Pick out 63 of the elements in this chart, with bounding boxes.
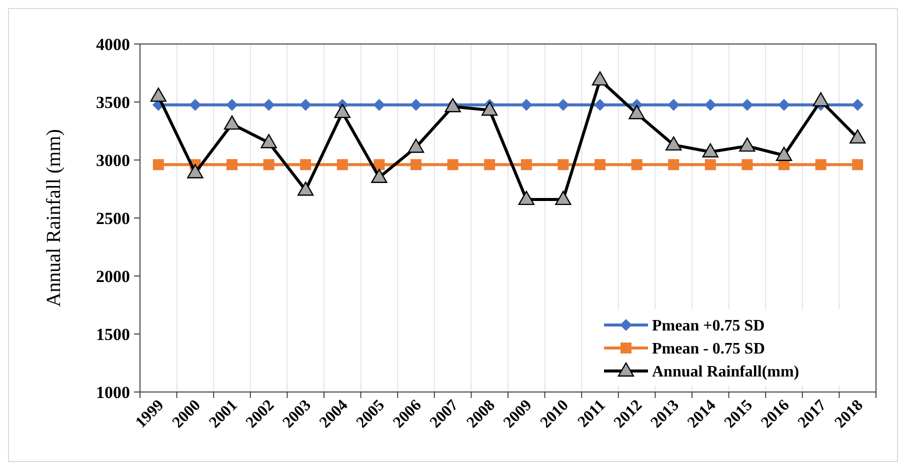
point	[631, 159, 642, 170]
y-tick-label: 4000	[96, 34, 130, 54]
x-tick-label: 2011	[574, 396, 609, 431]
point	[484, 159, 496, 170]
y-tick-label: 1000	[96, 382, 130, 402]
point	[557, 98, 570, 111]
point	[187, 164, 204, 178]
point	[518, 190, 534, 206]
point	[594, 98, 606, 111]
y-tick-label: 1500	[96, 324, 130, 344]
point	[668, 98, 680, 111]
point	[704, 98, 716, 111]
y-tick-label: 3500	[96, 92, 130, 112]
point	[371, 168, 388, 183]
point	[815, 159, 826, 170]
point	[300, 98, 312, 111]
y-tick-label: 2000	[96, 266, 130, 286]
point	[260, 134, 277, 148]
point	[739, 137, 756, 152]
point	[408, 138, 424, 153]
point	[520, 98, 532, 111]
point	[704, 159, 716, 170]
point	[373, 98, 386, 111]
point	[592, 71, 608, 86]
legend-label: Pmean +0.75 SD	[652, 318, 765, 335]
point	[226, 98, 238, 111]
point	[558, 159, 569, 170]
point	[852, 98, 864, 111]
point	[224, 115, 240, 130]
point	[410, 159, 422, 170]
point	[263, 159, 274, 170]
point	[520, 159, 532, 170]
legend-label: Annual Rainfall(mm)	[652, 364, 800, 381]
y-tick-label: 2500	[96, 208, 130, 228]
point	[850, 129, 866, 144]
point	[778, 98, 790, 111]
point	[336, 159, 348, 170]
point	[702, 143, 718, 158]
point	[852, 159, 864, 170]
point	[482, 102, 498, 116]
point	[666, 136, 682, 151]
point	[742, 159, 753, 170]
legend-label: Pmean - 0.75 SD	[652, 340, 765, 358]
point	[447, 159, 458, 170]
point	[374, 159, 385, 170]
point	[150, 88, 166, 102]
point	[226, 159, 238, 170]
point	[334, 104, 350, 118]
point	[152, 159, 164, 170]
point	[189, 98, 202, 111]
point	[668, 159, 680, 170]
point	[262, 98, 275, 111]
y-tick-label: 3000	[96, 150, 130, 170]
point	[300, 159, 312, 170]
point	[741, 98, 754, 111]
point	[410, 98, 422, 111]
y-axis-title: Annual Rainfall (mm)	[43, 129, 65, 307]
point	[298, 182, 314, 196]
point	[594, 159, 606, 170]
point	[812, 92, 829, 106]
point	[776, 146, 792, 161]
point	[555, 190, 572, 206]
point	[628, 105, 645, 120]
